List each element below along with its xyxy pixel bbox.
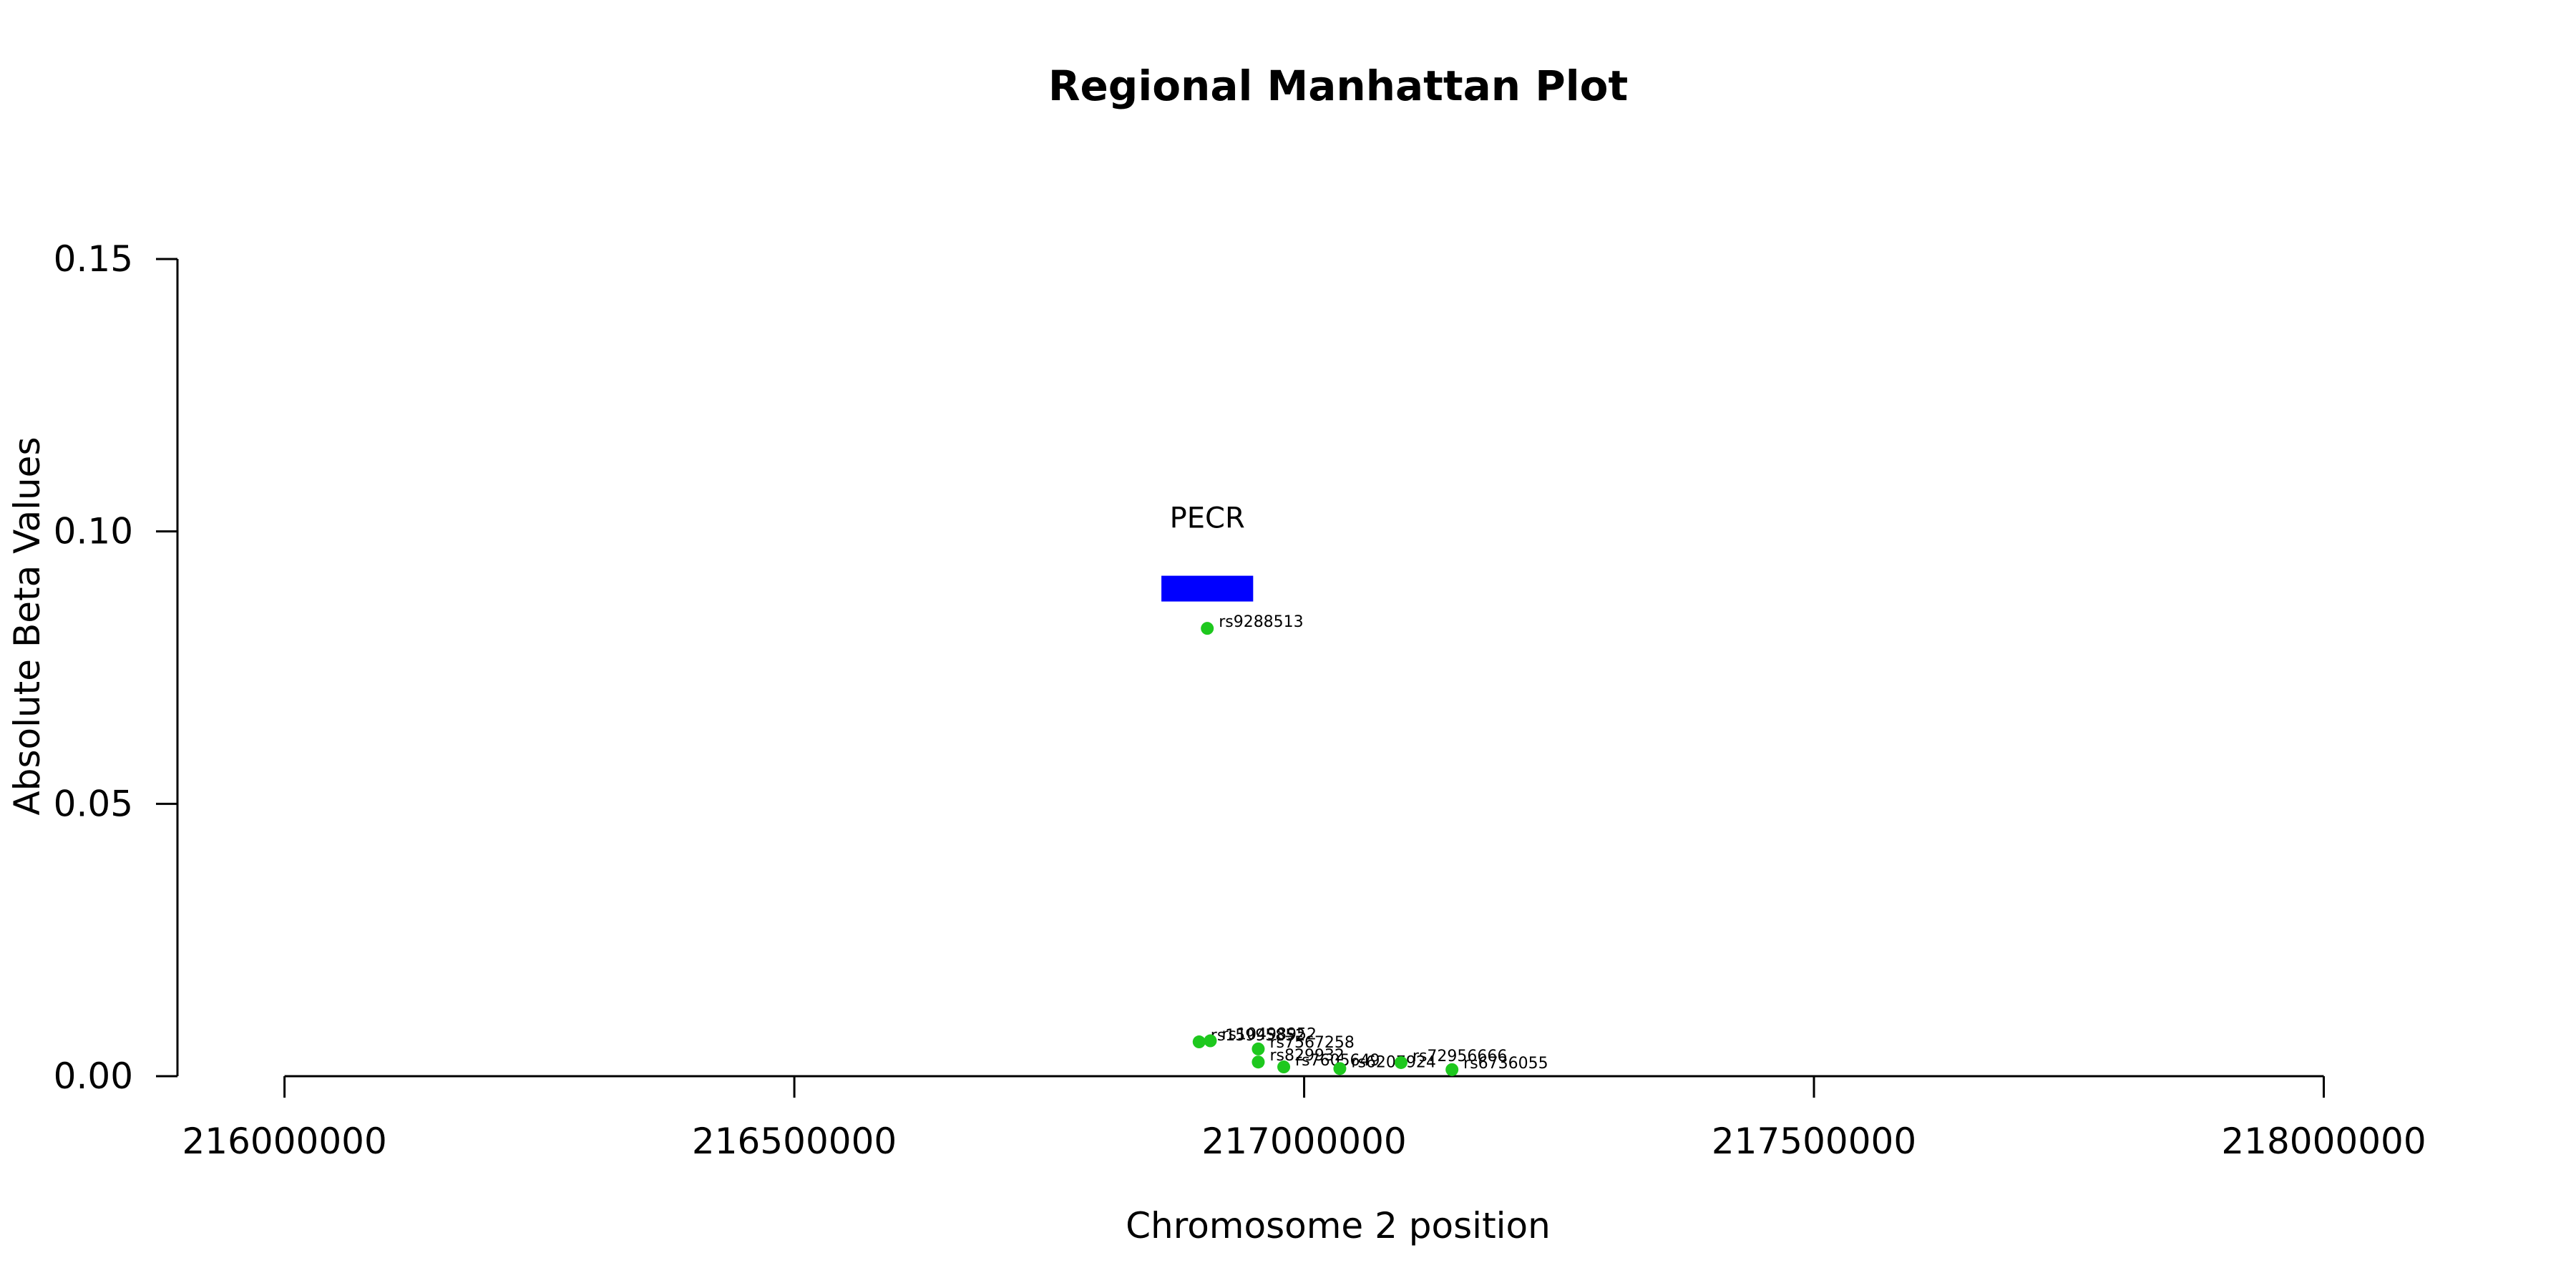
y-tick-label: 0.15 — [54, 238, 133, 280]
snp-point — [1277, 1060, 1291, 1074]
snp-point — [1394, 1055, 1407, 1069]
axes: 0.00 0.05 0.10 0.15 216000000 216500000 217000… — [54, 238, 2426, 1162]
snp-label: rs9288513 — [1219, 613, 1304, 631]
snp-point — [1333, 1062, 1347, 1075]
snp-label: rs6736055 — [1463, 1055, 1548, 1073]
x-axis-label: Chromosome 2 position — [1126, 1205, 1551, 1246]
y-axis-label: Absolute Beta Values — [6, 437, 48, 816]
x-tick-label: 216000000 — [182, 1121, 386, 1162]
snp-point — [1252, 1055, 1265, 1069]
snp-label: rs10498952 — [1221, 1026, 1316, 1044]
snp-point — [1192, 1035, 1206, 1049]
snp-label: rs72956666 — [1413, 1048, 1507, 1065]
gene-label: PECR — [1170, 502, 1245, 535]
snp-point — [1445, 1063, 1459, 1076]
snp-point — [1201, 622, 1214, 635]
y-tick-label: 0.00 — [54, 1055, 133, 1097]
y-tick-label: 0.10 — [54, 511, 133, 552]
gene-layer: PECR — [1161, 502, 1254, 602]
snp-point — [1252, 1042, 1265, 1055]
snp-label: rs7567258 — [1269, 1034, 1355, 1052]
chart-title: Regional Manhattan Plot — [1048, 62, 1628, 110]
x-tick-label: 217500000 — [1712, 1121, 1916, 1162]
gene-bar — [1161, 575, 1254, 602]
x-tick-label: 216500000 — [692, 1121, 897, 1162]
snp-label: rs6207924 — [1351, 1053, 1436, 1071]
snp-point — [1204, 1034, 1217, 1048]
snp-label: rs15995852 — [1211, 1027, 1305, 1045]
points-layer: rs9288513rs15995852rs10498952rs7567258rs… — [1192, 613, 1548, 1076]
y-tick-label: 0.05 — [54, 783, 133, 824]
x-tick-label: 218000000 — [2221, 1121, 2426, 1162]
x-tick-label: 217000000 — [1201, 1121, 1406, 1162]
